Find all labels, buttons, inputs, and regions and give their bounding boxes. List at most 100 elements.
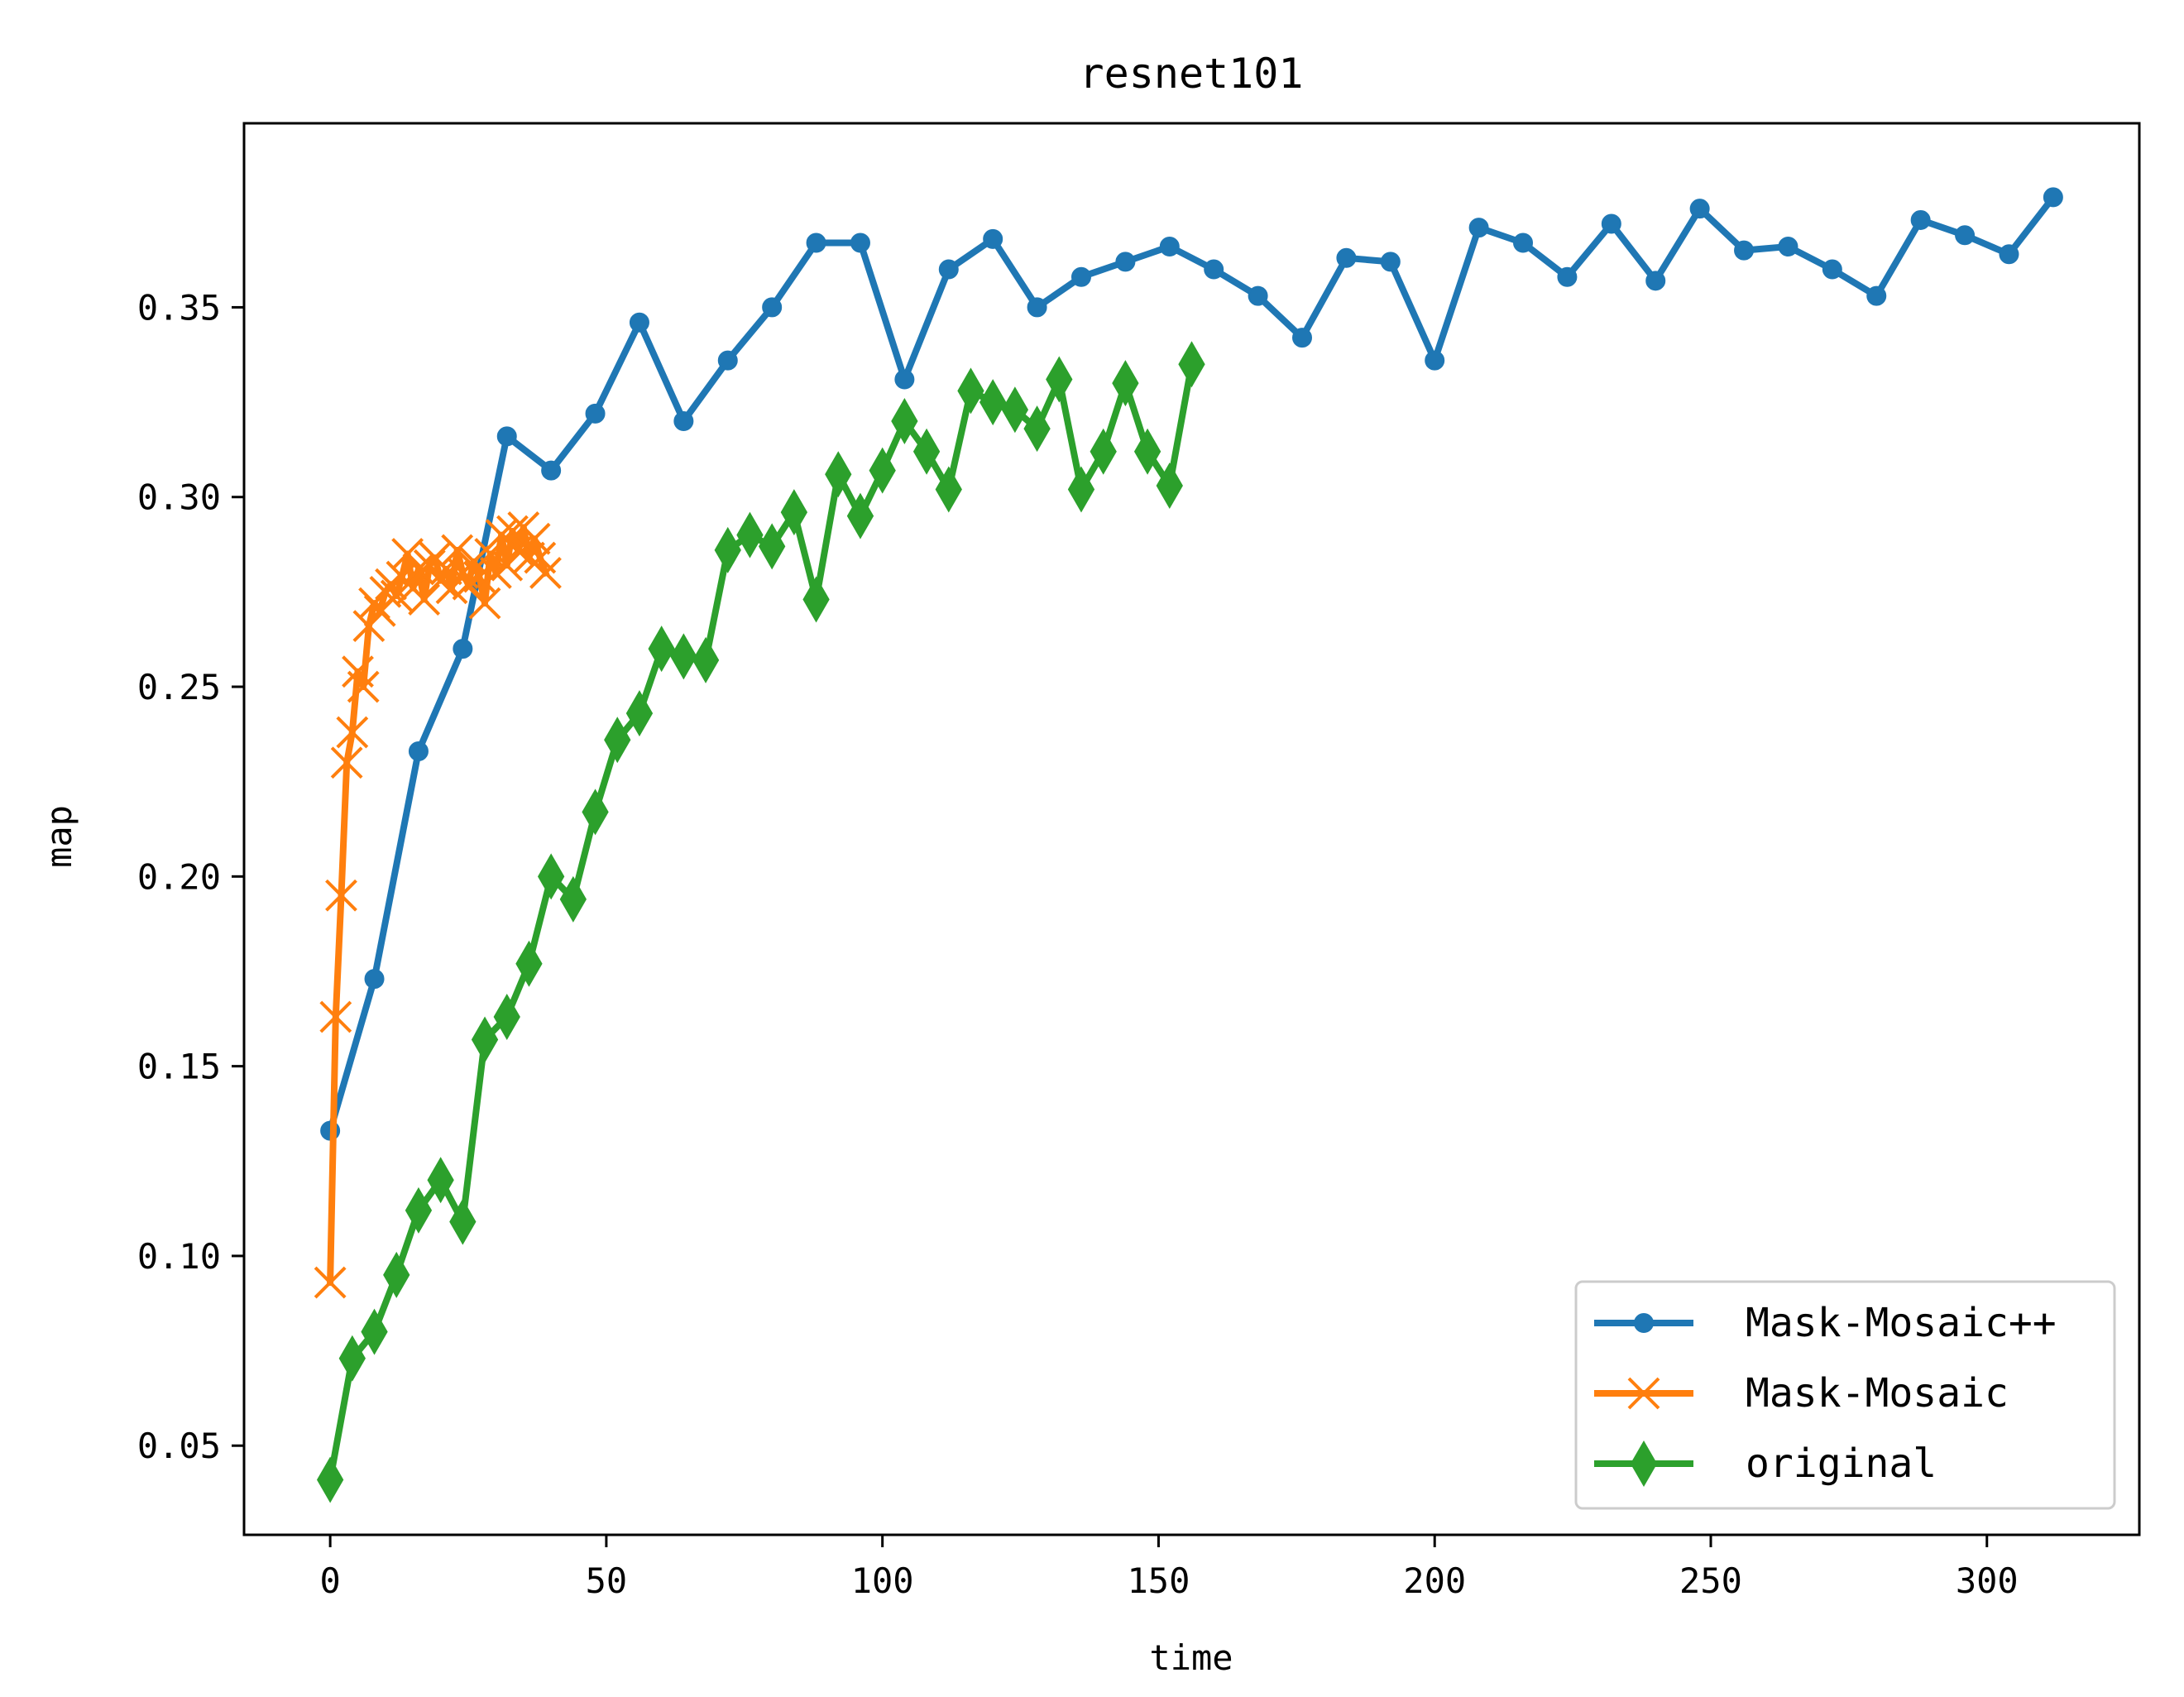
data-point (759, 523, 786, 570)
data-point (1513, 232, 1534, 253)
legend-marker (1634, 1313, 1654, 1333)
x-marker-stroke (402, 553, 435, 586)
data-point (1336, 247, 1357, 268)
chart-title: resnet101 (1080, 50, 1304, 98)
data-point (391, 538, 424, 570)
data-point (1156, 462, 1183, 509)
legend-label: Mask-Mosaic (1746, 1370, 2009, 1417)
data-point (449, 1198, 477, 1245)
data-point (468, 587, 501, 620)
y-tick-label: 0.05 (137, 1426, 221, 1466)
data-point (496, 426, 517, 447)
data-point (806, 232, 826, 253)
x-tick-label: 300 (1956, 1560, 2019, 1601)
data-point (1023, 405, 1051, 453)
x-marker-stroke (342, 655, 374, 688)
data-point (629, 312, 649, 333)
data-point (537, 853, 565, 900)
data-point (1027, 297, 1047, 318)
data-point (1468, 218, 1489, 238)
data-point (364, 969, 385, 990)
data-point (1090, 428, 1117, 475)
y-tick-label: 0.20 (137, 856, 221, 897)
data-point (979, 379, 1007, 426)
legend-item: Mask-Mosaic++ (1594, 1300, 2057, 1346)
x-tick-label: 150 (1128, 1560, 1190, 1601)
data-point (1046, 356, 1073, 403)
data-point (441, 534, 474, 567)
x-marker-stroke (352, 610, 386, 643)
y-tick-label: 0.15 (137, 1047, 221, 1087)
data-point (408, 741, 429, 761)
data-point (957, 367, 984, 415)
series-line (326, 192, 2058, 1135)
data-point (582, 789, 609, 836)
series-1 (314, 511, 562, 1299)
data-point (1425, 350, 1445, 371)
data-point (1115, 252, 1136, 272)
x-marker-stroke (529, 557, 562, 589)
data-point (1248, 285, 1268, 306)
x-marker-stroke (319, 1000, 352, 1033)
data-point (1645, 271, 1666, 291)
legend-marker (1630, 1440, 1658, 1488)
data-point (541, 460, 562, 481)
data-point (983, 228, 1003, 249)
y-tick-label: 0.10 (137, 1236, 221, 1277)
x-marker-stroke (468, 587, 501, 620)
x-marker-stroke (347, 670, 380, 703)
legend-box (1574, 1280, 2116, 1510)
y-tick-label: 0.35 (137, 287, 221, 328)
data-point (314, 1266, 347, 1299)
x-tick-label: 250 (1679, 1560, 1742, 1601)
data-point (670, 633, 697, 680)
series-line (327, 524, 550, 1287)
data-point (1204, 259, 1224, 280)
x-marker-stroke (336, 716, 369, 749)
x-tick-label: 100 (851, 1560, 914, 1601)
x-tick-label: 0 (319, 1560, 340, 1601)
data-point (1292, 328, 1313, 348)
data-point (802, 576, 830, 623)
data-point (912, 428, 941, 475)
data-point (869, 447, 896, 494)
x-axis-ticks: 0 50 100 150 200 250 300 (319, 1535, 2019, 1601)
data-point (319, 1000, 352, 1033)
x-marker-stroke (424, 564, 457, 597)
data-point (846, 492, 874, 539)
axes-frame (242, 122, 2141, 1536)
x-axis-label: time (1149, 1637, 1233, 1678)
data-point (1601, 213, 1621, 234)
data-point (408, 583, 441, 616)
data-point (891, 398, 918, 445)
data-point (1159, 237, 1180, 257)
data-point (1112, 360, 1139, 407)
data-point (347, 670, 380, 703)
data-point (604, 717, 631, 764)
data-point (1070, 266, 1091, 287)
x-marker-stroke (524, 541, 557, 574)
legend-label: original (1746, 1441, 1937, 1487)
data-point (336, 716, 369, 749)
x-marker-stroke (330, 746, 363, 779)
data-point (559, 875, 587, 923)
x-marker-stroke (1627, 1377, 1660, 1410)
data-point (352, 610, 386, 643)
y-tick-label: 0.25 (137, 667, 221, 707)
data-point (380, 579, 413, 612)
data-point (471, 1016, 499, 1063)
legend-item: original (1594, 1440, 1937, 1488)
x-marker-stroke (441, 534, 474, 567)
x-marker-stroke (496, 515, 529, 548)
x-tick-label: 50 (586, 1560, 628, 1601)
y-tick-label: 0.30 (137, 477, 221, 518)
data-point (736, 511, 764, 558)
data-point (692, 636, 720, 683)
data-point (1380, 252, 1401, 272)
data-point (714, 526, 741, 573)
data-point (361, 1308, 388, 1355)
data-point (316, 1456, 344, 1503)
data-point (850, 232, 870, 253)
x-marker-stroke (380, 579, 413, 612)
